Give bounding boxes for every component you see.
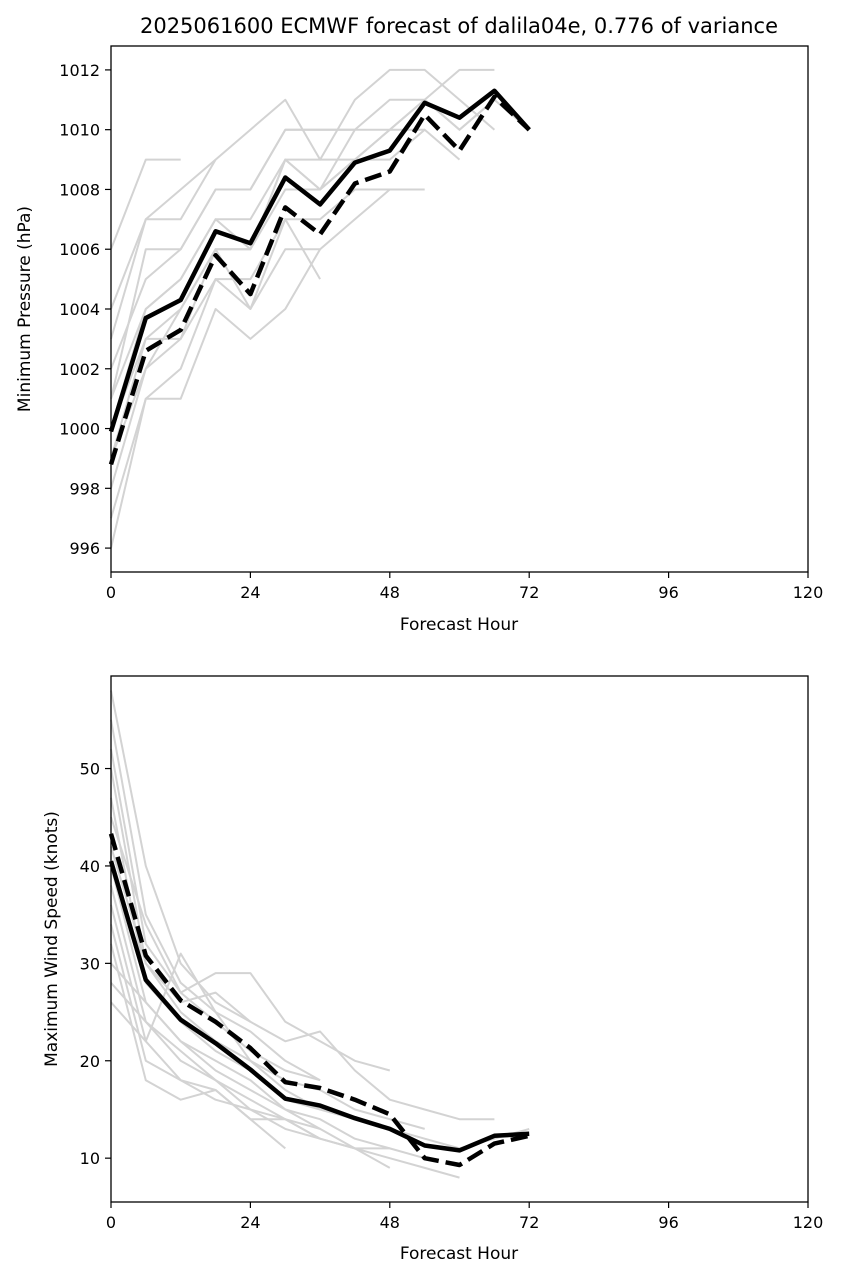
wind-y-tick-label: 40 <box>80 857 100 876</box>
wind-y-tick-label: 50 <box>80 760 100 779</box>
wind-x-axis-label: Forecast Hour <box>400 1244 518 1264</box>
wind-ensemble-member-7 <box>110 846 425 1130</box>
pressure-x-tick-label: 72 <box>519 583 539 602</box>
pressure-x-tick-label: 48 <box>380 583 400 602</box>
pressure-x-tick-label: 120 <box>793 583 824 602</box>
pressure-ensemble-member-10 <box>110 248 321 549</box>
pressure-panel: 2025061600 ECMWF forecast of dalila04e, … <box>15 14 823 635</box>
wind-highlight-series <box>108 833 530 1168</box>
wind-solid-series-line <box>108 860 530 1153</box>
wind-x-ticks: 0 24 48 72 96 120 <box>106 1202 823 1232</box>
pressure-ensemble-member-6 <box>110 98 530 429</box>
pressure-y-tick-label: 996 <box>69 539 100 558</box>
wind-ensemble-member-13 <box>110 962 321 1130</box>
pressure-ensemble-member-1 <box>110 158 181 250</box>
pressure-solid-series-line <box>108 88 531 433</box>
pressure-y-tick-label: 1010 <box>59 121 100 140</box>
wind-y-axis-label: Maximum Wind Speed (knots) <box>42 811 62 1067</box>
wind-x-tick-label: 96 <box>658 1213 678 1232</box>
wind-ensemble-member-14 <box>110 982 425 1160</box>
pressure-chart-title: 2025061600 ECMWF forecast of dalila04e, … <box>140 14 778 38</box>
pressure-x-axis-label: Forecast Hour <box>400 615 518 635</box>
pressure-x-tick-label: 0 <box>106 583 116 602</box>
pressure-ensemble-member-13 <box>110 128 425 459</box>
pressure-ensemble-member-9 <box>110 188 425 519</box>
pressure-highlight-series <box>108 88 531 466</box>
wind-ensemble-member-1 <box>110 690 251 1023</box>
wind-x-tick-label: 120 <box>793 1213 824 1232</box>
pressure-ensemble-member-8 <box>110 188 390 489</box>
pressure-ensemble-member-12 <box>110 128 355 399</box>
wind-ensemble-member-11 <box>110 924 460 1179</box>
pressure-y-axis-label: Minimum Pressure (hPa) <box>15 206 35 412</box>
pressure-x-tick-label: 24 <box>240 583 260 602</box>
pressure-y-tick-label: 1000 <box>59 420 100 439</box>
wind-y-tick-label: 10 <box>80 1149 100 1168</box>
wind-y-tick-label: 20 <box>80 1052 100 1071</box>
wind-ensemble-member-3 <box>110 748 391 1072</box>
wind-panel: 0 24 48 72 96 120 10 20 30 40 50 Forecast Hour Ma… <box>42 675 823 1264</box>
pressure-dashed-series-line <box>108 94 531 466</box>
wind-y-tick-label: 30 <box>80 954 100 973</box>
pressure-y-tick-label: 1012 <box>59 61 100 80</box>
wind-ensemble-member-12 <box>110 943 286 1150</box>
pressure-y-tick-label: 1008 <box>59 180 100 199</box>
pressure-y-ticks: 996 998 1000 1002 1004 1006 1008 1010 1012 <box>59 61 111 558</box>
pressure-y-tick-label: 998 <box>69 479 100 498</box>
wind-x-tick-label: 72 <box>519 1213 539 1232</box>
wind-x-tick-label: 48 <box>380 1213 400 1232</box>
pressure-y-tick-label: 1002 <box>59 360 100 379</box>
wind-dashed-series-line <box>108 833 530 1168</box>
pressure-y-tick-label: 1004 <box>59 300 100 319</box>
wind-plot-frame <box>110 675 809 1203</box>
wind-x-tick-label: 24 <box>240 1213 260 1232</box>
pressure-x-ticks: 0 24 48 72 96 120 <box>106 572 823 602</box>
pressure-ensemble-member-2 <box>110 158 217 310</box>
wind-y-ticks: 10 20 30 40 50 <box>80 760 111 1168</box>
pressure-x-tick-label: 96 <box>658 583 678 602</box>
wind-x-tick-label: 0 <box>106 1213 116 1232</box>
wind-ensemble-member-15 <box>110 952 321 1111</box>
pressure-y-tick-label: 1006 <box>59 240 100 259</box>
